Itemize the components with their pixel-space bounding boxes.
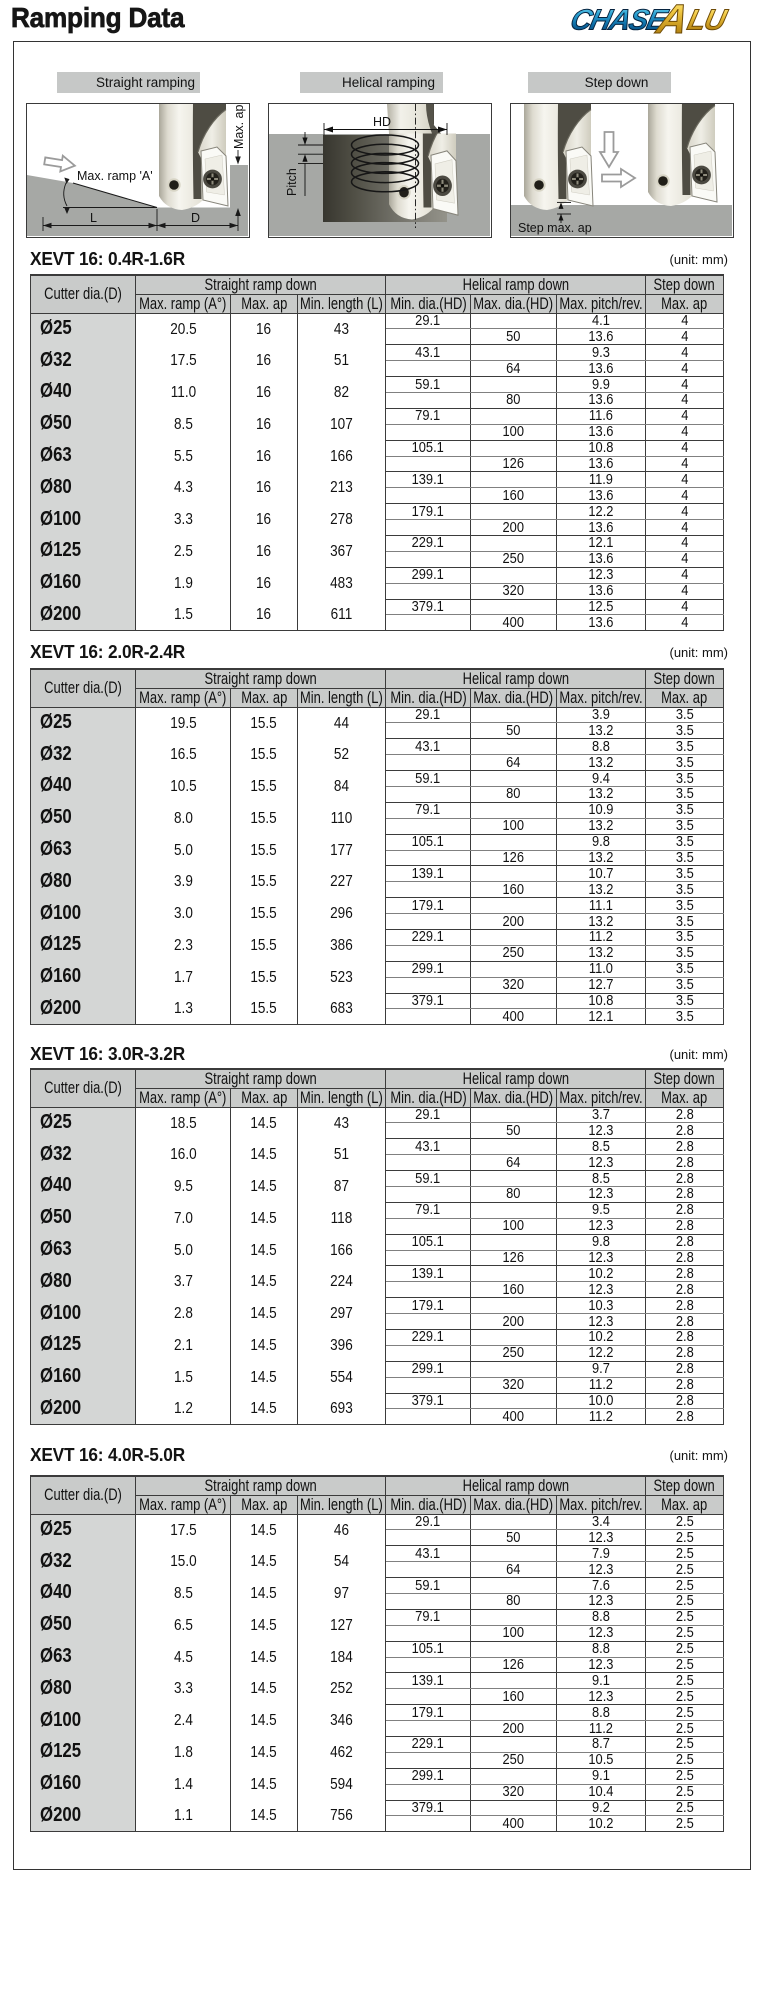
svg-text:CHASE: CHASE: [567, 4, 671, 37]
svg-text:Max. ap: Max. ap: [232, 104, 246, 149]
svg-text:D: D: [191, 211, 200, 225]
svg-text:Max. ramp 'A': Max. ramp 'A': [77, 169, 153, 183]
svg-text:L: L: [90, 211, 97, 225]
svg-text:LU: LU: [684, 4, 730, 37]
svg-text:Pitch: Pitch: [285, 168, 299, 196]
svg-text:HD: HD: [373, 115, 391, 129]
svg-text:Step max. ap: Step max. ap: [518, 221, 592, 235]
